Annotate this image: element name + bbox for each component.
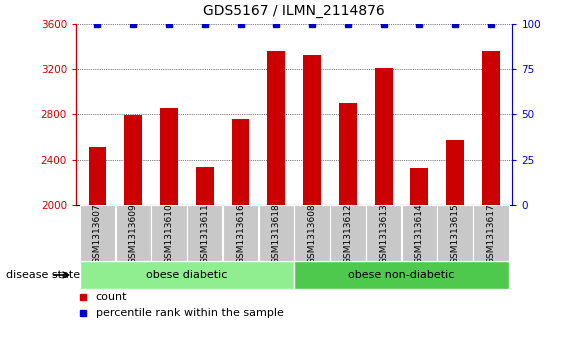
Bar xyxy=(80,205,115,261)
Text: GSM1313615: GSM1313615 xyxy=(450,203,459,264)
Bar xyxy=(115,205,151,261)
Bar xyxy=(196,167,214,205)
Bar xyxy=(303,55,321,205)
Bar xyxy=(473,205,508,261)
Bar xyxy=(294,205,330,261)
Text: GSM1313612: GSM1313612 xyxy=(343,203,352,264)
Bar xyxy=(401,205,437,261)
Text: GSM1313608: GSM1313608 xyxy=(307,203,316,264)
Bar xyxy=(223,205,258,261)
Bar xyxy=(294,261,509,289)
Bar xyxy=(437,205,473,261)
Text: GSM1313616: GSM1313616 xyxy=(236,203,245,264)
Bar xyxy=(366,205,401,261)
Text: GSM1313614: GSM1313614 xyxy=(415,203,424,264)
Title: GDS5167 / ILMN_2114876: GDS5167 / ILMN_2114876 xyxy=(203,4,385,19)
Bar xyxy=(151,205,187,261)
Bar xyxy=(330,205,365,261)
Text: obese diabetic: obese diabetic xyxy=(146,270,227,280)
Bar xyxy=(231,119,249,205)
Text: GSM1313617: GSM1313617 xyxy=(486,203,495,264)
Text: GSM1313618: GSM1313618 xyxy=(272,203,281,264)
Bar xyxy=(258,205,294,261)
Bar xyxy=(267,51,285,205)
Text: GSM1313613: GSM1313613 xyxy=(379,203,388,264)
Text: count: count xyxy=(96,292,127,302)
Bar xyxy=(410,168,428,205)
Bar xyxy=(339,103,357,205)
Text: disease state: disease state xyxy=(6,270,80,280)
Text: GSM1313611: GSM1313611 xyxy=(200,203,209,264)
Bar xyxy=(482,51,500,205)
Bar xyxy=(79,261,294,289)
Bar xyxy=(374,68,392,205)
Text: GSM1313609: GSM1313609 xyxy=(129,203,138,264)
Bar xyxy=(187,205,222,261)
Text: obese non-diabetic: obese non-diabetic xyxy=(348,270,455,280)
Bar xyxy=(160,107,178,205)
Bar xyxy=(446,140,464,205)
Text: GSM1313610: GSM1313610 xyxy=(164,203,173,264)
Text: percentile rank within the sample: percentile rank within the sample xyxy=(96,308,284,318)
Text: GSM1313607: GSM1313607 xyxy=(93,203,102,264)
Bar xyxy=(124,115,142,205)
Bar xyxy=(88,147,106,205)
